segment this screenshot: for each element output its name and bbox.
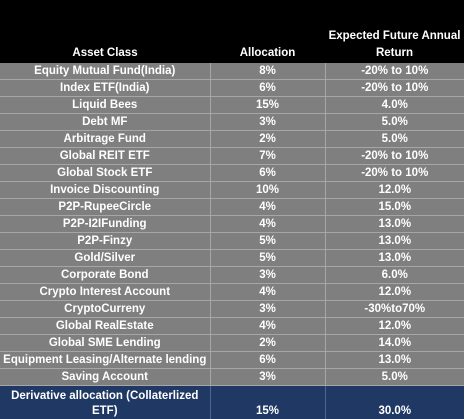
table-row: Saving Account 3% 5.0% [0, 369, 464, 386]
allocation-cell[interactable]: 5% [210, 250, 325, 267]
table-row: Liquid Bees 15% 4.0% [0, 97, 464, 114]
allocation-cell[interactable]: 3% [210, 267, 325, 284]
allocation-cell[interactable]: 2% [210, 335, 325, 352]
allocation-cell[interactable]: 4% [210, 284, 325, 301]
asset-cell[interactable]: Invoice Discounting [0, 182, 210, 199]
asset-cell[interactable]: Global REIT ETF [0, 148, 210, 165]
allocation-cell[interactable]: 6% [210, 352, 325, 369]
allocation-cell[interactable]: 8% [210, 63, 325, 80]
asset-cell[interactable]: Liquid Bees [0, 97, 210, 114]
asset-cell[interactable]: Gold/Silver [0, 250, 210, 267]
table-row: P2P-I2IFunding 4% 13.0% [0, 216, 464, 233]
return-cell[interactable]: 4.0% [325, 97, 464, 114]
allocation-cell[interactable]: 4% [210, 199, 325, 216]
return-cell[interactable]: 12.0% [325, 284, 464, 301]
return-cell[interactable]: 13.0% [325, 216, 464, 233]
return-cell[interactable]: 13.0% [325, 352, 464, 369]
allocation-cell[interactable]: 5% [210, 233, 325, 250]
return-cell[interactable]: 13.0% [325, 233, 464, 250]
table-row: P2P-RupeeCircle 4% 15.0% [0, 199, 464, 216]
asset-cell[interactable]: P2P-Finzy [0, 233, 210, 250]
asset-cell[interactable]: P2P-I2IFunding [0, 216, 210, 233]
return-cell[interactable]: -20% to 10% [325, 148, 464, 165]
asset-cell[interactable]: Crypto Interest Account [0, 284, 210, 301]
allocation-cell[interactable]: 6% [210, 165, 325, 182]
allocation-cell[interactable]: 3% [210, 369, 325, 386]
asset-cell[interactable]: P2P-RupeeCircle [0, 199, 210, 216]
header-allocation[interactable]: Allocation [210, 0, 325, 63]
return-cell[interactable]: 5.0% [325, 114, 464, 131]
table-row: Arbitrage Fund 2% 5.0% [0, 131, 464, 148]
table-row: Global REIT ETF 7% -20% to 10% [0, 148, 464, 165]
allocation-cell[interactable]: 4% [210, 318, 325, 335]
asset-cell[interactable]: Equipment Leasing/Alternate lending [0, 352, 210, 369]
header-asset-class[interactable]: Asset Class [0, 0, 210, 63]
table-row: Invoice Discounting 10% 12.0% [0, 182, 464, 199]
return-cell[interactable]: -20% to 10% [325, 80, 464, 97]
return-cell[interactable]: 5.0% [325, 131, 464, 148]
asset-cell[interactable]: Equity Mutual Fund(India) [0, 63, 210, 80]
asset-cell[interactable]: Global Stock ETF [0, 165, 210, 182]
return-cell[interactable]: 15.0% [325, 199, 464, 216]
table-row: Equipment Leasing/Alternate lending 6% 1… [0, 352, 464, 369]
table-row: CryptoCurreny 3% -30%to70% [0, 301, 464, 318]
table-row: Index ETF(India) 6% -20% to 10% [0, 80, 464, 97]
return-cell[interactable]: 5.0% [325, 369, 464, 386]
return-cell[interactable]: 12.0% [325, 182, 464, 199]
allocation-cell[interactable]: 2% [210, 131, 325, 148]
asset-cell[interactable]: Arbitrage Fund [0, 131, 210, 148]
allocation-cell[interactable]: 15% [210, 97, 325, 114]
header-row: Asset Class Allocation Expected Future A… [0, 0, 464, 63]
table-row: Global Stock ETF 6% -20% to 10% [0, 165, 464, 182]
table-row: Gold/Silver 5% 13.0% [0, 250, 464, 267]
allocation-cell[interactable]: 10% [210, 182, 325, 199]
return-cell[interactable]: 6.0% [325, 267, 464, 284]
return-cell[interactable]: 12.0% [325, 318, 464, 335]
table-row: Equity Mutual Fund(India) 8% -20% to 10% [0, 63, 464, 80]
return-cell[interactable]: -20% to 10% [325, 63, 464, 80]
asset-cell[interactable]: CryptoCurreny [0, 301, 210, 318]
table-row: Global SME Lending 2% 14.0% [0, 335, 464, 352]
asset-cell[interactable]: Global SME Lending [0, 335, 210, 352]
return-cell[interactable]: 14.0% [325, 335, 464, 352]
return-cell[interactable]: 13.0% [325, 250, 464, 267]
header-expected-return[interactable]: Expected Future Annual Return [325, 0, 464, 63]
asset-cell[interactable]: Debt MF [0, 114, 210, 131]
table-row: Debt MF 3% 5.0% [0, 114, 464, 131]
table-row: Global RealEstate 4% 12.0% [0, 318, 464, 335]
table-row: P2P-Finzy 5% 13.0% [0, 233, 464, 250]
asset-cell[interactable]: Global RealEstate [0, 318, 210, 335]
asset-cell[interactable]: Corporate Bond [0, 267, 210, 284]
table-row: Corporate Bond 3% 6.0% [0, 267, 464, 284]
table-row: Crypto Interest Account 4% 12.0% [0, 284, 464, 301]
allocation-cell[interactable]: 6% [210, 80, 325, 97]
allocation-cell[interactable]: 4% [210, 216, 325, 233]
return-cell[interactable]: -20% to 10% [325, 165, 464, 182]
allocation-cell[interactable]: 3% [210, 301, 325, 318]
asset-cell[interactable]: Saving Account [0, 369, 210, 386]
allocation-cell[interactable]: 3% [210, 114, 325, 131]
return-cell[interactable]: -30%to70% [325, 301, 464, 318]
allocation-cell[interactable]: 7% [210, 148, 325, 165]
asset-cell[interactable]: Index ETF(India) [0, 80, 210, 97]
